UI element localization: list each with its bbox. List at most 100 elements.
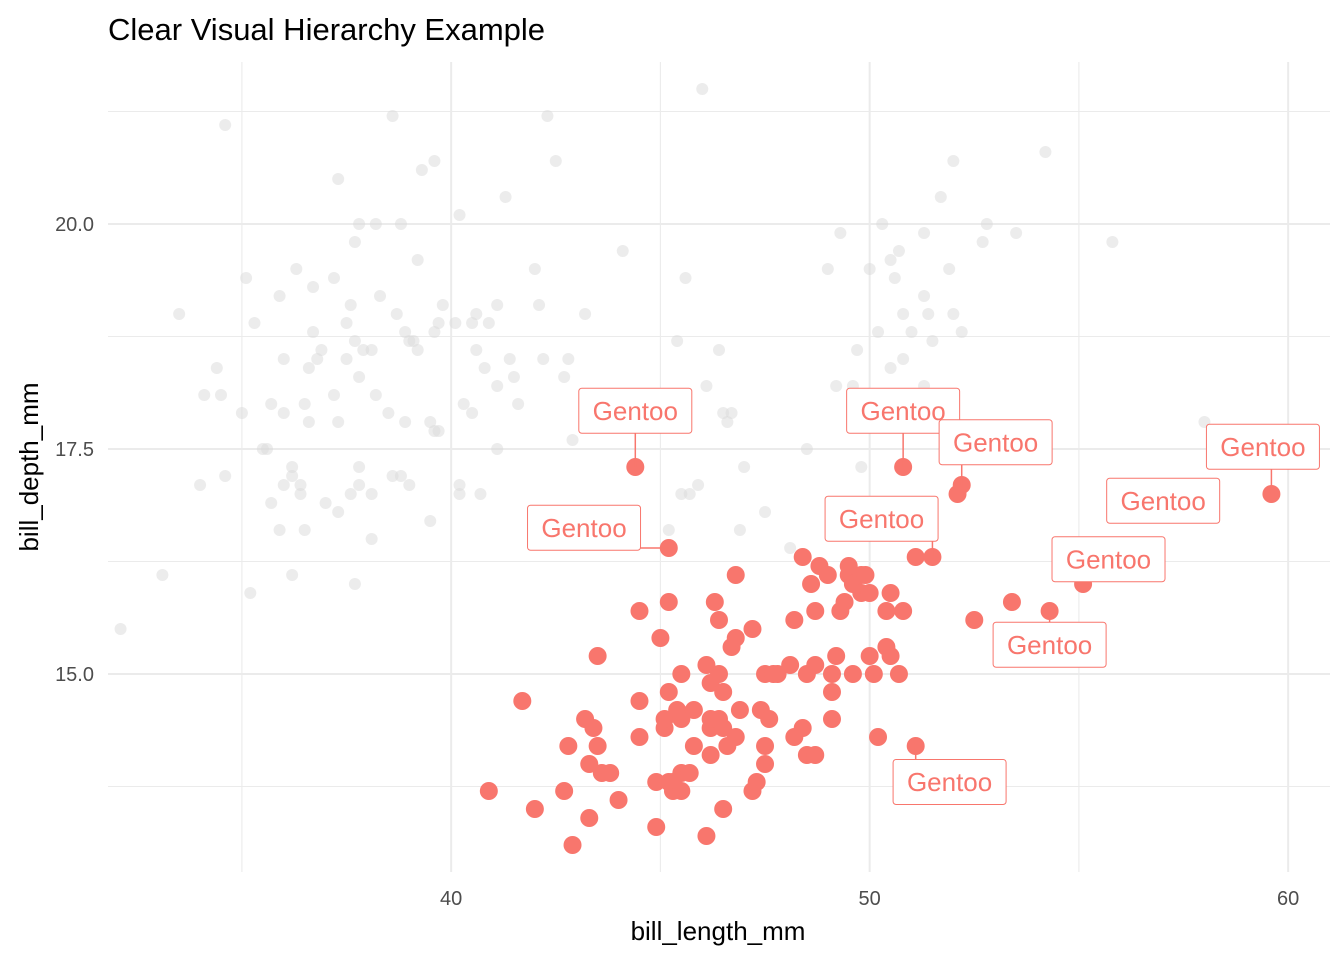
label-box: [1106, 477, 1221, 524]
other-species-point: [725, 407, 738, 419]
other-species-point: [235, 407, 248, 419]
other-species-point: [428, 326, 441, 338]
other-species-point: [566, 434, 579, 446]
other-species-point: [298, 524, 311, 536]
other-species-point: [905, 326, 918, 338]
other-species-point: [466, 317, 479, 329]
other-species-point: [579, 308, 592, 320]
other-species-point: [307, 281, 320, 293]
gentoo-point: [714, 683, 733, 701]
gentoo-point: [601, 764, 620, 782]
gentoo-point: [659, 683, 678, 701]
other-species-point: [382, 407, 395, 419]
gentoo-label: Gentoo: [846, 387, 961, 467]
gentoo-point: [714, 719, 733, 737]
gentoo-point: [818, 566, 837, 584]
gentoo-label: Gentoo: [938, 419, 1053, 485]
other-species-point: [411, 344, 424, 356]
other-species-point: [784, 542, 797, 554]
gentoo-point: [856, 566, 875, 584]
x-tick-label: 50: [859, 888, 881, 910]
label-box: [578, 387, 693, 434]
other-species-point: [265, 398, 278, 410]
gentoo-point: [726, 566, 745, 584]
y-tick-label: 15.0: [55, 664, 94, 686]
other-species-point: [415, 164, 428, 176]
label-text: Gentoo: [953, 427, 1038, 457]
gentoo-point: [877, 602, 896, 620]
other-species-point: [156, 569, 169, 581]
gentoo-point: [793, 548, 812, 566]
other-species-point: [491, 380, 504, 392]
other-species-point: [294, 488, 307, 500]
other-species-point: [955, 326, 968, 338]
gentoo-point: [860, 584, 879, 602]
other-species-point: [390, 308, 403, 320]
other-species-point: [340, 353, 353, 365]
other-species-point: [348, 236, 361, 248]
other-species-point: [327, 272, 340, 284]
gentoo-point: [822, 710, 841, 728]
other-species-point: [947, 155, 960, 167]
other-species-point: [943, 263, 956, 275]
other-species-point: [386, 110, 399, 122]
gentoo-point: [630, 728, 649, 746]
gentoo-label: Gentoo: [1106, 477, 1221, 524]
gentoo-point: [894, 602, 913, 620]
other-species-point: [679, 272, 692, 284]
other-species-point: [344, 299, 357, 311]
gentoo-point: [881, 647, 900, 665]
other-species-point: [369, 389, 382, 401]
other-species-point: [290, 263, 303, 275]
other-species-point: [198, 389, 211, 401]
other-species-point: [872, 326, 885, 338]
gentoo-point: [822, 683, 841, 701]
other-species-point: [470, 344, 483, 356]
gentoo-point: [889, 665, 908, 683]
other-species-point: [466, 407, 479, 419]
gentoo-point: [588, 647, 607, 665]
other-species-point: [863, 263, 876, 275]
gentoo-point: [659, 593, 678, 611]
other-species-point: [884, 362, 897, 374]
other-species-point: [436, 299, 449, 311]
gentoo-point: [584, 719, 603, 737]
other-species-point: [453, 479, 466, 491]
x-tick-label: 60: [1277, 888, 1299, 910]
other-species-point: [549, 155, 562, 167]
label-text: Gentoo: [593, 396, 678, 426]
gentoo-point: [705, 593, 724, 611]
other-species-point: [713, 344, 725, 356]
label-text: Gentoo: [1007, 630, 1092, 660]
gentoo-label: Gentoo: [578, 387, 693, 467]
other-species-point: [340, 317, 353, 329]
gentoo-label: Gentoo: [527, 504, 669, 551]
other-species-point: [214, 389, 227, 401]
other-species-point: [512, 398, 525, 410]
gentoo-point: [756, 755, 775, 773]
other-species-point: [424, 416, 437, 428]
label-box: [1051, 536, 1166, 583]
gentoo-point: [965, 611, 984, 629]
other-species-point: [449, 317, 462, 329]
other-species-point: [273, 524, 286, 536]
other-species-point: [897, 353, 910, 365]
other-species-point: [1106, 236, 1119, 248]
gentoo-point: [726, 728, 745, 746]
y-axis-ticks: 15.0 17.5 20.0: [55, 214, 94, 686]
gentoo-label: Gentoo: [1051, 536, 1166, 583]
gentoo-point: [793, 719, 812, 737]
other-species-point: [683, 488, 696, 500]
other-species-point: [394, 470, 407, 482]
other-species-point: [403, 479, 416, 491]
other-species-point: [821, 263, 834, 275]
other-species-point: [114, 623, 127, 635]
other-species-point: [369, 218, 382, 230]
other-species-point: [273, 290, 286, 302]
other-species-point: [319, 497, 332, 509]
gentoo-point: [743, 620, 762, 638]
gentoo-point: [747, 773, 766, 791]
gentoo-point: [710, 611, 728, 629]
other-species-point: [491, 443, 504, 455]
